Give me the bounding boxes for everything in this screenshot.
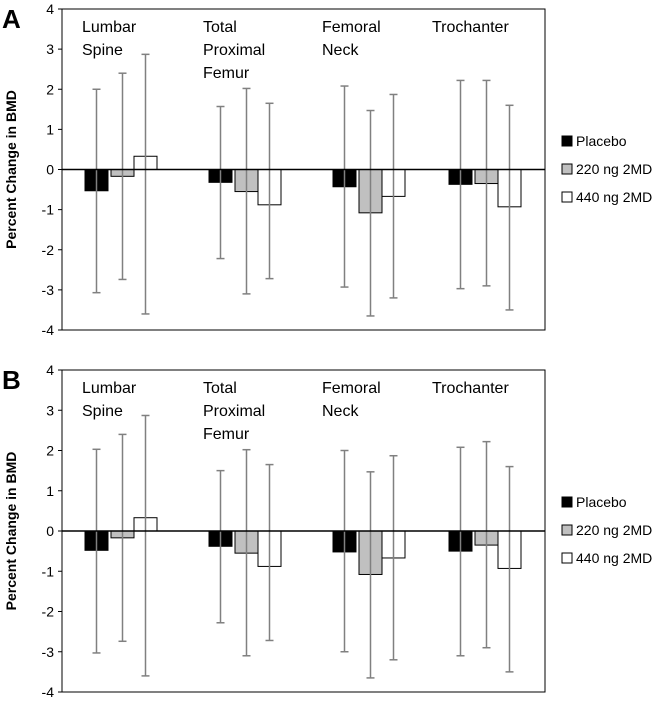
legend-label: Placebo xyxy=(576,494,627,510)
legend-swatch xyxy=(561,135,573,147)
legend-label: Placebo xyxy=(576,133,627,149)
category-label: Spine xyxy=(82,403,123,420)
y-axis-label: Percent Change in BMD xyxy=(3,90,19,249)
legend-swatch xyxy=(561,163,573,175)
legend-label: 220 ng 2MD xyxy=(576,522,652,538)
category-label: Femur xyxy=(203,65,250,82)
legend-label: 440 ng 2MD xyxy=(576,189,652,205)
category-label: Proximal xyxy=(203,403,265,420)
legend-label: 220 ng 2MD xyxy=(576,161,652,177)
category-label: Total xyxy=(203,380,237,397)
y-tick-label: -1 xyxy=(42,563,55,579)
y-tick-label: -2 xyxy=(42,604,55,620)
legend-swatch xyxy=(561,191,573,203)
category-label: Femoral xyxy=(322,380,381,397)
legend-swatch xyxy=(561,524,573,536)
category-label: Lumbar xyxy=(82,19,137,36)
y-tick-label: 2 xyxy=(46,443,54,459)
category-label: Femoral xyxy=(322,19,381,36)
category-label: Trochanter xyxy=(432,380,509,397)
y-tick-label: -3 xyxy=(42,282,55,298)
y-tick-label: 4 xyxy=(46,362,54,378)
y-tick-label: -4 xyxy=(42,322,55,338)
category-label: Total xyxy=(203,19,237,36)
category-label: Trochanter xyxy=(432,19,509,36)
y-tick-label: 4 xyxy=(46,1,54,17)
legend-swatch xyxy=(561,496,573,508)
category-label: Neck xyxy=(322,42,359,59)
y-tick-label: -2 xyxy=(42,242,55,258)
legend-label: 440 ng 2MD xyxy=(576,550,652,566)
category-label: Neck xyxy=(322,403,359,420)
y-tick-label: 3 xyxy=(46,41,54,57)
y-tick-label: -4 xyxy=(42,684,55,700)
y-tick-label: 0 xyxy=(46,523,54,539)
chart-panel-a: A 4 3 2 1 0 -1 -2 -3 -4 Percent Change in BMD Lumba… xyxy=(2,1,652,338)
y-tick-label: 2 xyxy=(46,81,54,97)
y-tick-label: 1 xyxy=(46,121,54,137)
y-tick-label: -3 xyxy=(42,644,55,660)
legend-swatch xyxy=(561,552,573,564)
category-label: Femur xyxy=(203,426,250,443)
y-tick-label: 0 xyxy=(46,162,54,178)
panel-label: B xyxy=(2,365,21,395)
panel-label: A xyxy=(2,4,21,34)
y-tick-label: 1 xyxy=(46,483,54,499)
y-axis-label: Percent Change in BMD xyxy=(3,452,19,611)
category-label: Proximal xyxy=(203,42,265,59)
y-tick-label: 3 xyxy=(46,402,54,418)
chart-panel-b: B 4 3 2 1 0 -1 -2 -3 -4 Percent Change in BMD Lumba… xyxy=(2,362,652,700)
category-label: Spine xyxy=(82,42,123,59)
category-label: Lumbar xyxy=(82,380,137,397)
y-tick-label: -1 xyxy=(42,202,55,218)
